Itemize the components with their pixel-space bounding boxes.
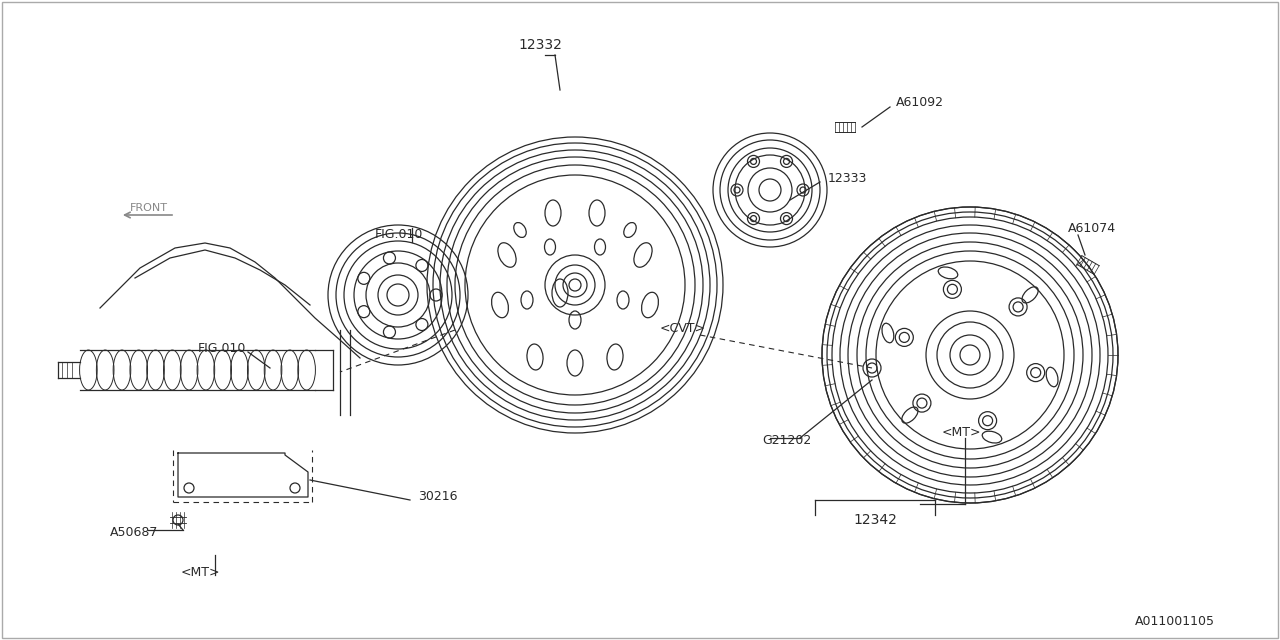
Text: <CVT>: <CVT> <box>660 321 707 335</box>
Text: <MT>: <MT> <box>180 566 220 579</box>
Text: G21202: G21202 <box>762 433 812 447</box>
Text: A50687: A50687 <box>110 525 159 538</box>
Text: A61074: A61074 <box>1068 221 1116 234</box>
Text: 30216: 30216 <box>419 490 457 504</box>
Text: A61092: A61092 <box>896 97 945 109</box>
Text: 12332: 12332 <box>518 38 562 52</box>
Text: FIG.010: FIG.010 <box>375 228 424 241</box>
Text: 12333: 12333 <box>828 172 868 184</box>
Text: A011001105: A011001105 <box>1135 615 1215 628</box>
Text: FIG.010: FIG.010 <box>198 342 246 355</box>
Text: <MT>: <MT> <box>942 426 982 438</box>
Text: 12342: 12342 <box>852 513 897 527</box>
Text: FRONT: FRONT <box>131 203 168 213</box>
